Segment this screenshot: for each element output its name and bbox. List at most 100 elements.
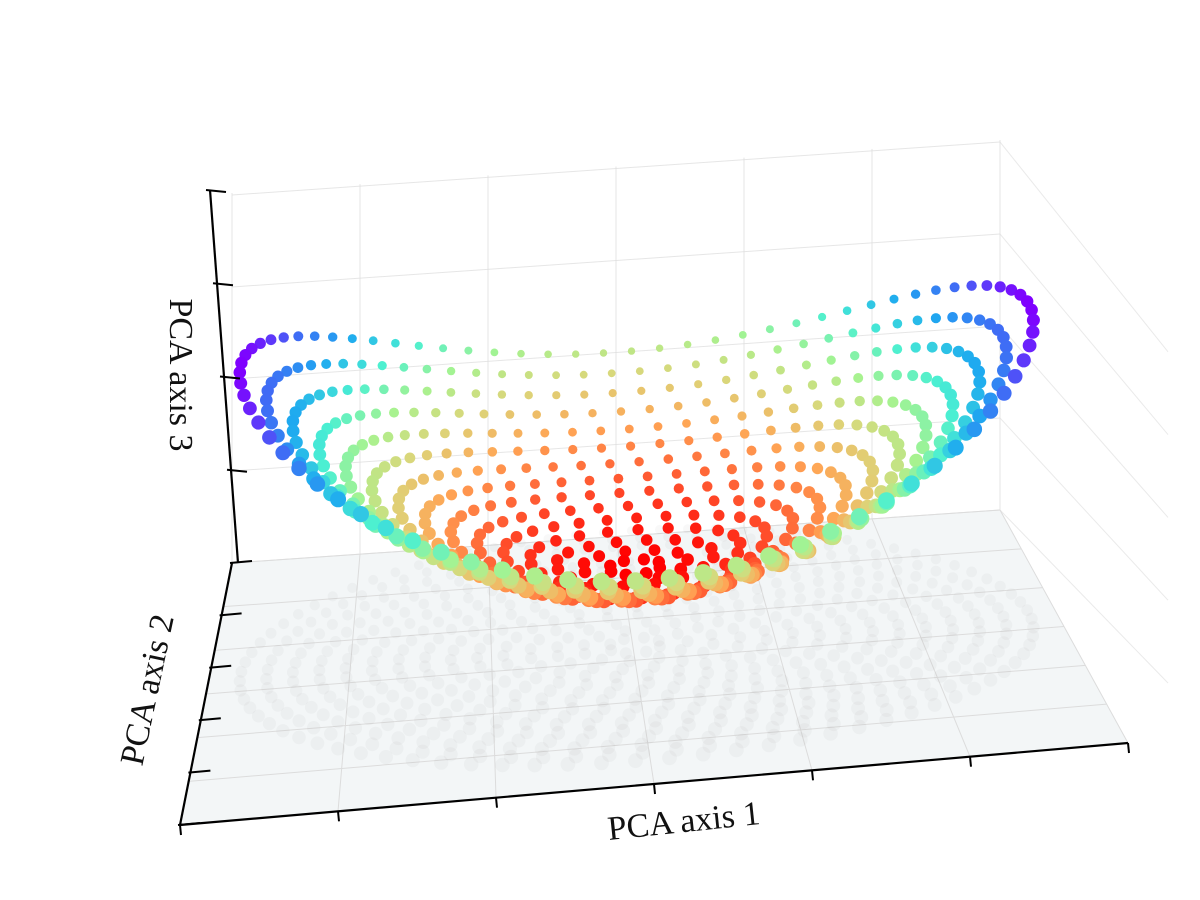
surface-point	[770, 499, 782, 512]
shadow-point	[824, 708, 839, 723]
surface-points	[233, 280, 1040, 609]
shadow-point	[974, 586, 986, 598]
shadow-point	[981, 573, 993, 585]
shadow-point	[840, 631, 853, 644]
surface-point	[313, 448, 327, 461]
shadow-point	[793, 732, 808, 747]
shadow-point	[831, 560, 842, 571]
shadow-point	[632, 609, 644, 621]
shadow-point	[707, 722, 723, 737]
shadow-point	[794, 593, 807, 605]
surface-point	[286, 414, 300, 428]
surface-point	[737, 411, 747, 421]
shadow-point	[887, 589, 899, 601]
surface-point	[340, 469, 353, 483]
surface-point	[682, 419, 691, 428]
shadow-point	[774, 702, 789, 717]
shadow-point	[647, 660, 661, 673]
shadow-point	[823, 726, 838, 741]
shadow-point	[833, 581, 845, 593]
shadow-point	[675, 726, 690, 741]
y-axis-tick	[229, 560, 253, 564]
surface-point	[556, 477, 567, 488]
shadow-point	[595, 694, 610, 708]
shadow-point	[399, 607, 411, 618]
shadow-point	[994, 580, 1006, 592]
shadow-point	[404, 618, 416, 629]
surface-point	[648, 544, 661, 556]
shadow-point	[286, 666, 299, 679]
shadow-point	[770, 711, 785, 726]
surface-point	[281, 365, 293, 377]
shadow-point	[565, 702, 580, 716]
shadow-point	[292, 730, 306, 745]
surface-point	[468, 504, 480, 516]
shadow-point	[966, 643, 980, 656]
shadow-point	[866, 625, 880, 638]
z-axis-tick	[205, 189, 227, 193]
shadow-point	[910, 571, 922, 582]
shadow-point	[641, 729, 657, 744]
shadow-point	[272, 644, 284, 657]
surface-point	[653, 561, 667, 575]
shadow-point	[793, 582, 805, 593]
surface-point	[392, 492, 406, 505]
surface-point	[872, 395, 883, 407]
shadow-point	[725, 659, 738, 672]
surface-point	[860, 486, 874, 500]
surface-point	[446, 366, 456, 376]
surface-point	[790, 481, 803, 494]
shadow-point	[861, 662, 875, 676]
shadow-point	[365, 664, 379, 677]
shadow-point	[417, 625, 429, 637]
shadow-point	[958, 651, 972, 665]
shadow-point	[739, 717, 754, 732]
surface-point	[684, 436, 694, 446]
shadow-point	[660, 689, 675, 703]
shadow-point	[891, 564, 903, 576]
shadow-point	[738, 525, 748, 535]
shadow-point	[564, 657, 577, 670]
surface-point	[655, 344, 664, 352]
shadow-point	[926, 577, 938, 589]
surface-point	[329, 417, 342, 429]
shadow-point	[370, 608, 382, 620]
shadow-point	[511, 733, 526, 748]
shadow-point	[688, 602, 700, 614]
shadow-point	[669, 617, 681, 629]
surface-point	[550, 535, 562, 547]
shadow-point	[495, 757, 510, 773]
surface-point	[562, 546, 575, 559]
shadow-point	[836, 640, 849, 653]
shadow-point	[847, 544, 858, 555]
surface-point	[825, 466, 837, 479]
surface-point	[368, 494, 382, 508]
shadow-point	[668, 734, 683, 749]
surface-point	[404, 532, 422, 550]
shadow-point	[261, 663, 274, 676]
shadow-point	[405, 634, 418, 647]
shadow-point	[462, 583, 473, 594]
surface-point	[652, 498, 664, 510]
shadow-point	[892, 554, 903, 565]
y-axis-tick	[198, 717, 221, 722]
shadow-point	[919, 620, 932, 634]
surface-point	[752, 462, 763, 473]
shadow-point	[758, 624, 771, 637]
surface-point	[790, 422, 801, 433]
surface-point	[605, 459, 615, 469]
shadow-point	[237, 693, 251, 706]
shadow-point	[967, 681, 982, 696]
surface-point	[316, 459, 330, 473]
shadow-point	[949, 560, 960, 571]
shadow-point	[468, 678, 482, 691]
shadow-point	[834, 614, 847, 627]
surface-point	[573, 530, 586, 542]
shadow-point	[454, 576, 465, 587]
surface-point	[909, 453, 924, 468]
x-axis-tick	[1127, 742, 1130, 754]
shadow-point	[667, 681, 681, 694]
shadow-point	[849, 681, 863, 695]
surface-point	[422, 364, 432, 374]
shadow-point	[499, 706, 513, 721]
